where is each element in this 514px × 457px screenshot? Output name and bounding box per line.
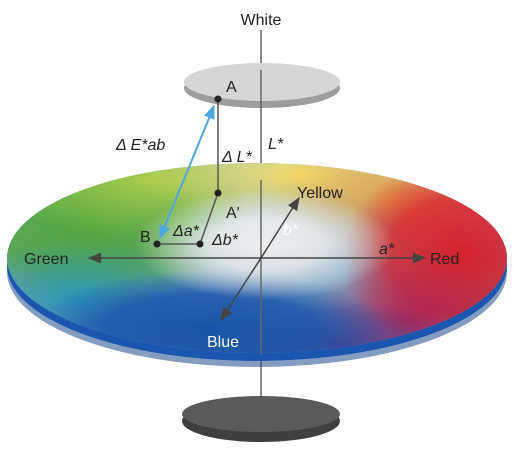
- b-axis-to-yellow: [260, 196, 300, 259]
- white-label: White: [241, 12, 282, 29]
- delta-e-arrow: [159, 104, 215, 240]
- red-label: Red: [430, 251, 459, 268]
- point-a-prime-marker: [214, 189, 222, 197]
- yellow-label: Yellow: [297, 185, 343, 202]
- delta-e-label: Δ E*ab: [115, 137, 165, 154]
- green-label: Green: [24, 251, 68, 268]
- top-white-disc: [184, 63, 340, 108]
- point-b-label: B: [140, 229, 151, 246]
- blue-label: Blue: [207, 334, 239, 351]
- delta-b-label: Δb*: [211, 232, 239, 249]
- delta-l-label: Δ L*: [221, 149, 252, 166]
- b-star-label: b*: [283, 222, 299, 239]
- point-a-marker: [214, 95, 222, 103]
- delta-a-label: Δa*: [172, 223, 200, 240]
- a-star-label: a*: [379, 241, 395, 258]
- b-axis-to-blue: [220, 257, 262, 322]
- point-b-marker: [153, 240, 161, 248]
- color-disc: [7, 163, 507, 367]
- point-a-prime-label: A': [226, 205, 240, 222]
- point-a-label: A: [226, 79, 237, 96]
- l-star-label: L*: [268, 136, 284, 153]
- bottom-black-disc: [182, 396, 340, 442]
- delta-corner-marker: [196, 240, 204, 248]
